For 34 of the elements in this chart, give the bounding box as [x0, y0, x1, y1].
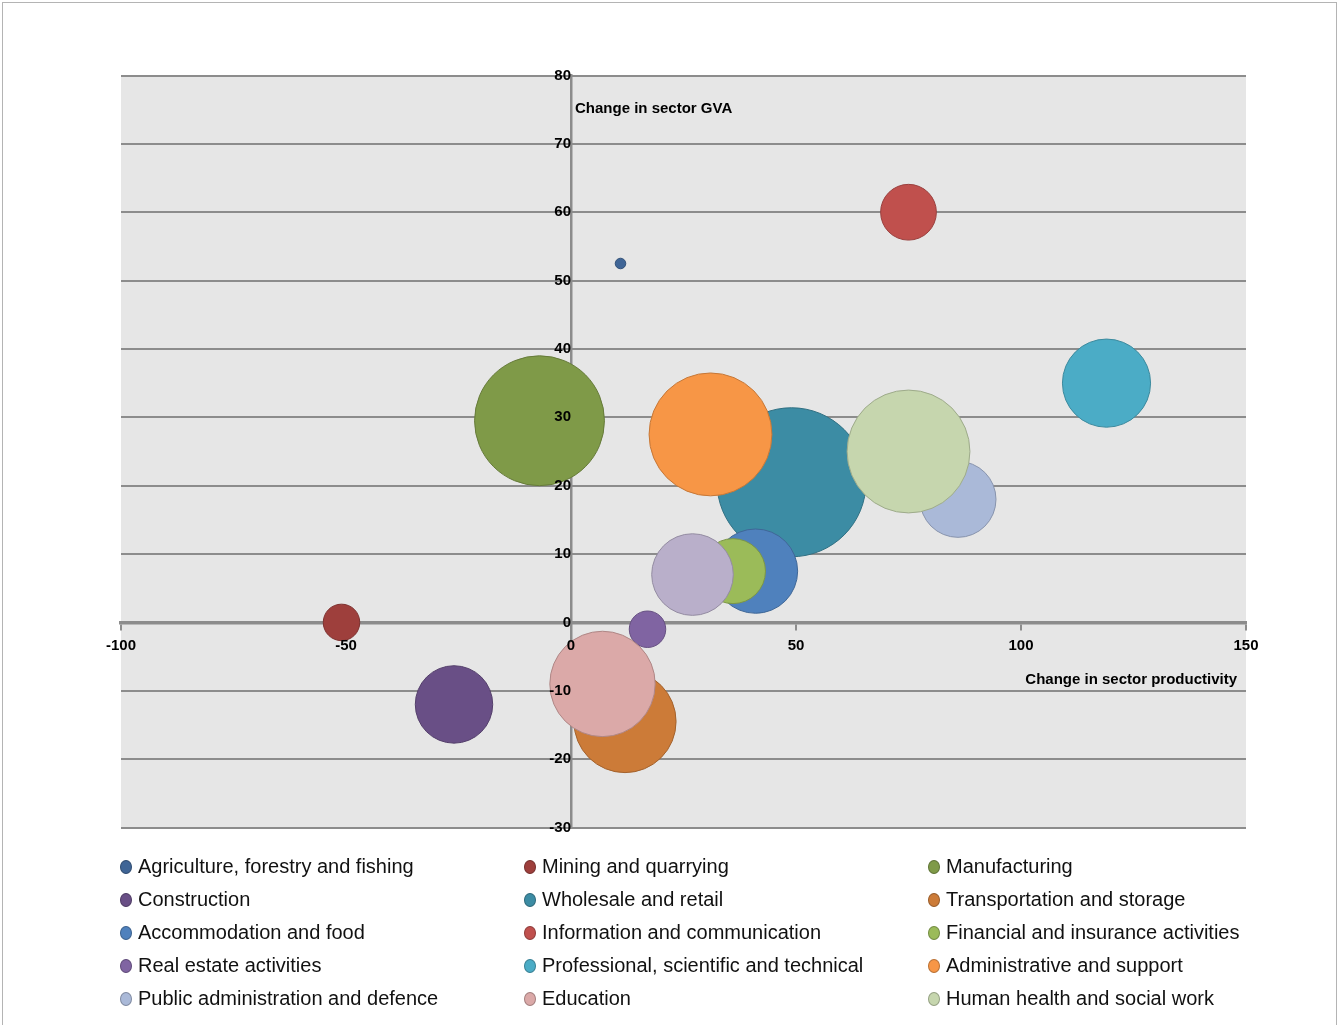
x-tick-label: -50 — [335, 635, 357, 653]
legend-label: Education — [542, 987, 631, 1010]
y-axis-title: Change in sector GVA — [575, 98, 733, 116]
x-axis-title: Change in sector productivity — [1025, 669, 1238, 687]
x-tick-label: 100 — [1008, 635, 1034, 653]
legend-label: Mining and quarrying — [542, 855, 729, 878]
y-tick-label: 40 — [554, 339, 571, 357]
legend-label: Financial and insurance activities — [946, 921, 1240, 944]
legend-label: Agriculture, forestry and fishing — [138, 855, 414, 878]
legend-label: Wholesale and retail — [542, 888, 724, 911]
y-tick-label: 30 — [554, 407, 571, 425]
legend-label: Professional, scientific and technical — [542, 954, 864, 977]
y-tick-label: -20 — [549, 749, 571, 767]
legend-label: Manufacturing — [946, 855, 1073, 878]
legend-label: Human health and social work — [946, 987, 1214, 1010]
x-tick-label: 150 — [1233, 635, 1259, 653]
y-tick-label: 0 — [562, 612, 571, 630]
legend-label: Accommodation and food — [138, 921, 365, 944]
legend-label: Real estate activities — [138, 954, 322, 977]
legend-label: Information and communication — [542, 921, 822, 944]
legend-label: Construction — [138, 888, 251, 911]
legend-label: Administrative and support — [946, 954, 1183, 977]
y-tick-label: -10 — [549, 680, 571, 698]
x-tick-label: -100 — [105, 635, 137, 653]
y-tick-label: 70 — [554, 134, 571, 151]
y-tick-label: 60 — [554, 202, 571, 220]
y-tick-label: 20 — [554, 475, 571, 493]
legend-label: Public administration and defence — [138, 987, 439, 1010]
y-tick-label: -30 — [549, 817, 571, 835]
y-tick-label: 80 — [554, 65, 571, 83]
y-tick-label: 10 — [554, 544, 571, 562]
x-tick-label: 50 — [787, 635, 805, 653]
y-tick-label: 50 — [554, 270, 571, 288]
legend-label: Transportation and storage — [946, 888, 1186, 911]
